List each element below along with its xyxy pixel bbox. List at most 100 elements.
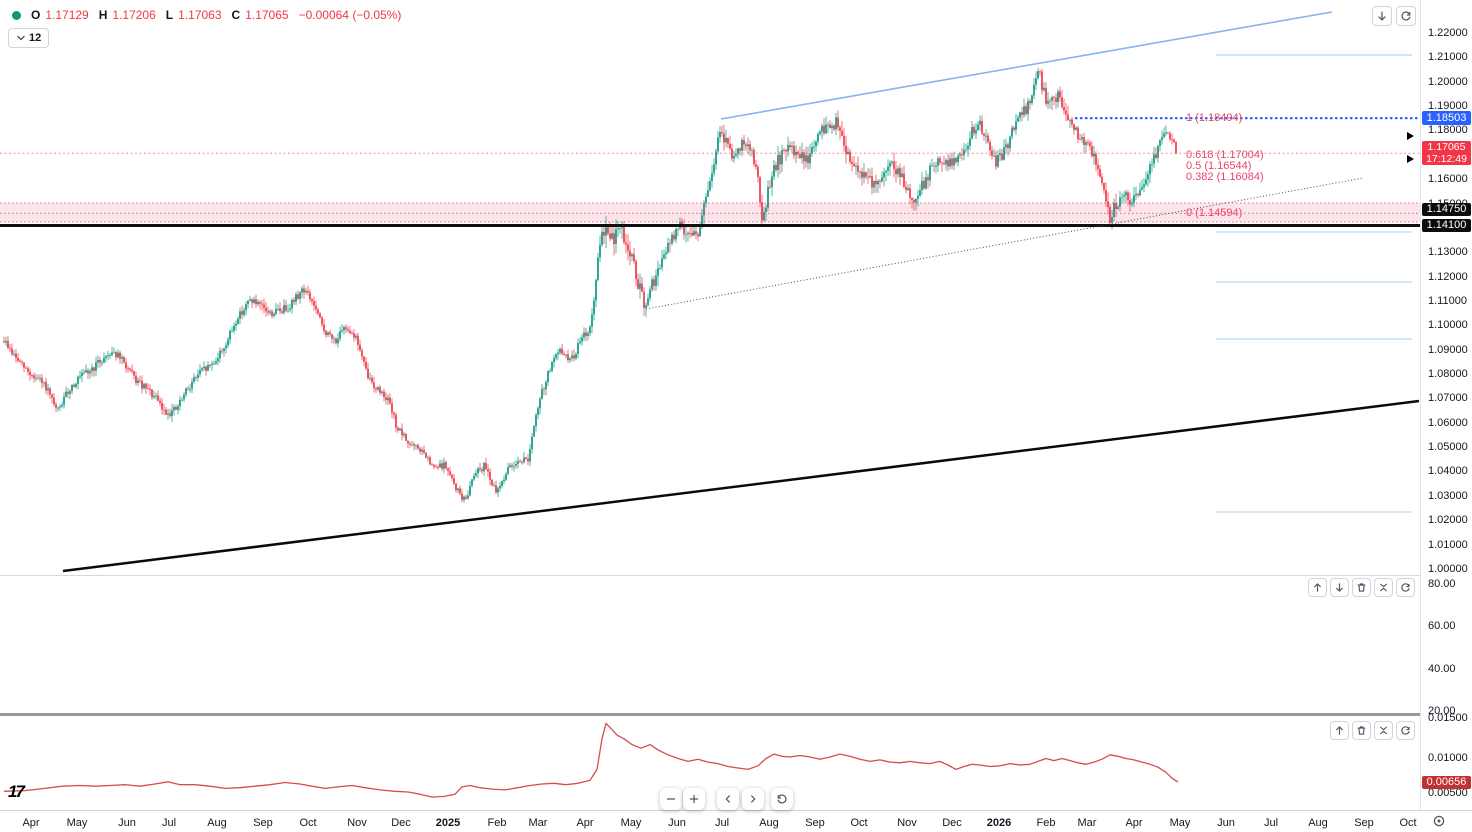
refresh-icon <box>1401 726 1410 735</box>
oscillator-axis-tick: 40.00 <box>1428 663 1456 675</box>
price-marker-arrow <box>1407 155 1414 163</box>
pane3-toolbar <box>1330 721 1415 740</box>
arrow-down-button[interactable] <box>1330 578 1349 597</box>
time-axis-label: Jun <box>668 817 686 829</box>
price-axis-tick: 1.06000 <box>1428 417 1468 429</box>
oscillator-pane-canvas[interactable] <box>0 576 1420 713</box>
tradingview-logo[interactable]: 17 <box>8 782 25 801</box>
reset-icon <box>777 794 787 804</box>
time-axis-label: Apr <box>576 817 594 829</box>
collapse-icon <box>1380 583 1387 592</box>
trash-button[interactable] <box>1352 721 1371 740</box>
fib-level-label: 0.5 (1.16544) <box>1186 160 1252 172</box>
time-axis-label: Aug <box>1308 817 1328 829</box>
low-value: 1.17063 <box>178 8 222 22</box>
price-axis-tick: 1.07000 <box>1428 392 1468 404</box>
scroll-right-button[interactable] <box>742 788 764 810</box>
main-chart-canvas[interactable] <box>0 0 1420 575</box>
time-axis[interactable]: Apr May Jun Jul Aug Sep Oct Nov Dec 2025 Feb Mar Apr… <box>0 810 1472 832</box>
alert-price-badge: 1.18503 <box>1422 111 1471 125</box>
time-axis-label: Apr <box>1125 817 1143 829</box>
collapse-button[interactable] <box>1374 721 1393 740</box>
bar-countdown: 17:12:49 <box>1426 153 1467 165</box>
pane2-toolbar <box>1308 578 1415 597</box>
time-axis-label: Oct <box>299 817 317 829</box>
time-axis-label: May <box>1169 817 1191 829</box>
price-axis-tick: 1.22000 <box>1428 27 1468 39</box>
high-label: H <box>98 8 108 22</box>
high-value: 1.17206 <box>112 8 156 22</box>
pane-separator[interactable] <box>0 575 1472 576</box>
chevron-left-icon <box>725 795 730 803</box>
time-axis-label: Nov <box>347 817 367 829</box>
time-axis-label: Oct <box>1399 817 1417 829</box>
interval-dropdown[interactable]: 12 <box>8 28 50 48</box>
chevron-right-icon <box>751 795 756 803</box>
price-axis-tick: 1.01000 <box>1428 539 1468 551</box>
target-icon <box>1433 815 1445 827</box>
time-axis-label: Mar <box>1077 817 1097 829</box>
collapse-button[interactable] <box>1374 578 1393 597</box>
refresh-button[interactable] <box>1396 578 1415 597</box>
time-axis-label: Sep <box>253 817 273 829</box>
time-axis-label: Sep <box>805 817 825 829</box>
plus-icon <box>689 794 699 804</box>
arrow-up-icon <box>1314 583 1321 592</box>
arrow-up-button[interactable] <box>1308 578 1327 597</box>
trash-icon <box>1357 583 1366 592</box>
zoom-out-button[interactable] <box>660 788 682 810</box>
chevron-down-icon <box>17 35 25 41</box>
scale-target-button[interactable] <box>1430 812 1448 830</box>
time-axis-label: Aug <box>207 817 227 829</box>
time-axis-label: May <box>620 817 642 829</box>
time-axis-label: 2026 <box>986 817 1012 829</box>
price-axis-tick: 1.04000 <box>1428 465 1468 477</box>
price-axis-tick: 1.19000 <box>1428 100 1468 112</box>
atr-axis-tick: 0.01000 <box>1428 752 1468 764</box>
fib-level-label: 0.618 (1.17004) <box>1186 149 1264 161</box>
time-axis-label: Dec <box>942 817 962 829</box>
fib-level-label: 0 (1.14594) <box>1186 207 1243 219</box>
trash-button[interactable] <box>1352 578 1371 597</box>
time-axis-label: 2025 <box>435 817 461 829</box>
close-label: C <box>231 8 241 22</box>
price-axis-tick: 1.08000 <box>1428 368 1468 380</box>
minus-icon <box>666 798 676 800</box>
price-axis[interactable]: 1.22000 1.21000 1.20000 1.19000 1.18000 1.160… <box>1420 0 1472 810</box>
time-axis-label: Jun <box>118 817 136 829</box>
time-axis-label: Feb <box>1036 817 1056 829</box>
reset-chart-button[interactable] <box>771 788 793 810</box>
atr-pane-canvas[interactable] <box>0 717 1420 810</box>
refresh-button[interactable] <box>1396 6 1416 26</box>
time-axis-label: Jul <box>1263 817 1279 829</box>
price-axis-tick: 1.03000 <box>1428 490 1468 502</box>
price-axis-tick: 1.09000 <box>1428 344 1468 356</box>
arrow-up-icon <box>1336 726 1343 735</box>
price-axis-tick: 1.18000 <box>1428 124 1468 136</box>
open-label: O <box>31 8 41 22</box>
price-axis-tick: 1.11000 <box>1428 295 1467 307</box>
price-axis-tick: 1.16000 <box>1428 173 1468 185</box>
fib-level-label: 0.382 (1.16084) <box>1186 171 1264 183</box>
time-axis-label: Dec <box>391 817 411 829</box>
scroll-left-button[interactable] <box>717 788 739 810</box>
download-button[interactable] <box>1372 6 1392 26</box>
zoom-in-button[interactable] <box>683 788 705 810</box>
atr-axis-tick: 0.00500 <box>1428 787 1468 799</box>
price-axis-tick: 1.00000 <box>1428 563 1468 575</box>
refresh-button[interactable] <box>1396 721 1415 740</box>
time-axis-label: Feb <box>487 817 507 829</box>
arrow-down-icon <box>1378 11 1386 21</box>
price-axis-tick: 1.12000 <box>1428 271 1468 283</box>
price-axis-tick: 1.13000 <box>1428 246 1468 258</box>
time-axis-label: Apr <box>22 817 40 829</box>
pane-separator-thick[interactable] <box>0 713 1472 716</box>
close-value: 1.17065 <box>245 8 289 22</box>
series-status-dot <box>12 10 21 20</box>
refresh-icon <box>1401 583 1410 592</box>
price-axis-tick: 1.10000 <box>1428 319 1468 331</box>
price-axis-tick: 1.20000 <box>1428 76 1468 88</box>
line-price-badge: 1.14100 <box>1422 219 1471 232</box>
price-axis-tick: 1.21000 <box>1428 51 1468 63</box>
arrow-up-button[interactable] <box>1330 721 1349 740</box>
